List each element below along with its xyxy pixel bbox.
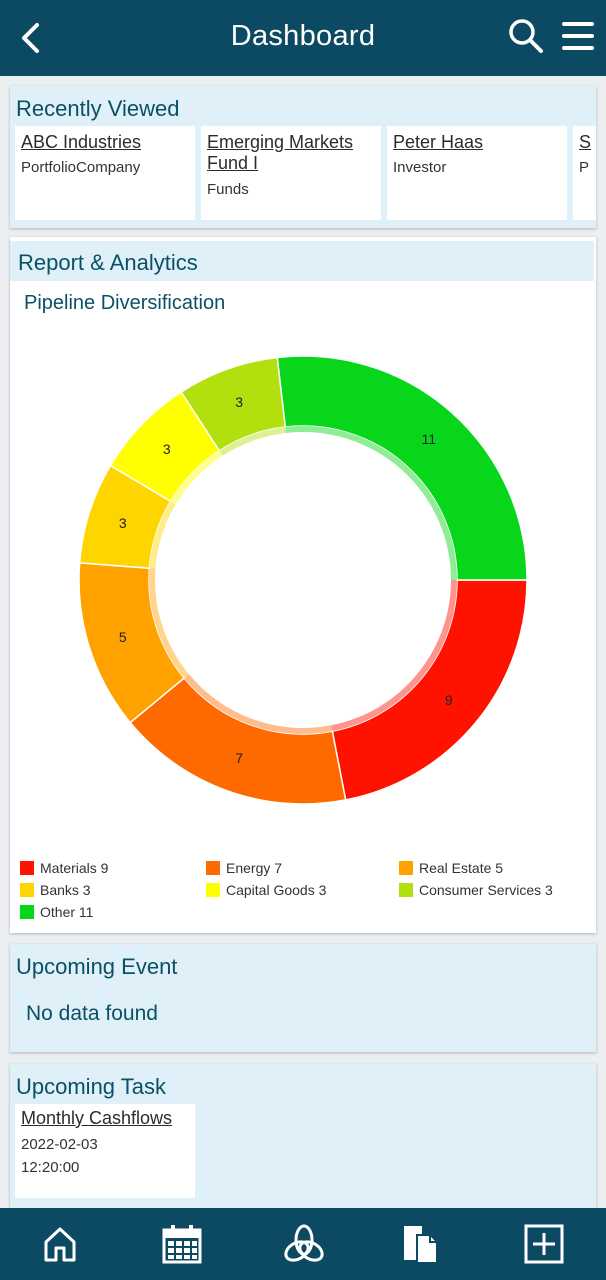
recent-item-name[interactable]: Peter Haas [393, 132, 484, 152]
legend-swatch [206, 883, 220, 897]
upcoming-event-card: Upcoming Event No data found [10, 944, 596, 1052]
donut-slice-rim [149, 568, 189, 678]
legend-label: Energy 7 [226, 860, 283, 876]
report-analytics-card: Report & Analytics Pipeline Diversificat… [10, 237, 596, 933]
add-icon[interactable] [524, 1224, 564, 1269]
donut-slice-rim [184, 674, 333, 734]
slice-value-label: 3 [119, 515, 127, 531]
donut-slice-rim [219, 427, 287, 456]
legend-item[interactable]: Capital Goods 3 [206, 881, 326, 899]
chevron-left-icon[interactable] [18, 22, 44, 59]
empty-state-text: No data found [26, 1002, 158, 1025]
upcoming-task-card: Upcoming Task Monthly Cashflows 2022-02-… [10, 1064, 596, 1214]
legend-label: Banks 3 [40, 882, 91, 898]
donut-slice-rim [170, 450, 223, 505]
recent-item[interactable]: S P [573, 126, 596, 220]
legend-item[interactable]: Other 11 [20, 903, 93, 921]
legend-label: Capital Goods 3 [226, 882, 327, 898]
recent-item[interactable]: Emerging Markets Fund I Funds [201, 126, 381, 220]
hamburger-menu-icon[interactable] [560, 20, 596, 57]
legend-swatch [399, 861, 413, 875]
legend-swatch [206, 861, 220, 875]
task-date: 2022-02-03 [21, 1136, 98, 1153]
documents-icon[interactable] [402, 1224, 438, 1269]
upcoming-event-title: Upcoming Event [16, 954, 178, 979]
legend-swatch [20, 861, 34, 875]
slice-value-label: 5 [119, 629, 127, 645]
donut-slice-rim [331, 580, 457, 732]
report-title: Report & Analytics [18, 250, 198, 275]
slice-value-label: 11 [421, 431, 436, 447]
legend-swatch [20, 883, 34, 897]
donut-slice-materials[interactable] [331, 579, 528, 801]
recent-item-name[interactable]: Emerging Markets Fund I [207, 132, 354, 173]
search-icon[interactable] [508, 18, 544, 59]
task-name[interactable]: Monthly Cashflows [21, 1108, 173, 1128]
slice-value-label: 9 [445, 692, 453, 708]
recent-item-name[interactable]: ABC Industries [21, 132, 142, 152]
network-icon[interactable] [284, 1224, 324, 1269]
legend-item[interactable]: Real Estate 5 [399, 859, 503, 877]
calendar-icon[interactable] [162, 1224, 202, 1269]
legend-swatch [20, 905, 34, 919]
recently-viewed-card: Recently Viewed ABC Industries Portfolio… [10, 86, 596, 228]
donut-slice-energy[interactable] [129, 676, 347, 805]
page-title: Dashboard [230, 20, 376, 52]
task-item[interactable]: Monthly Cashflows 2022-02-03 12:20:00 [15, 1104, 195, 1198]
recent-item-type: Investor [393, 159, 447, 176]
legend-swatch [399, 883, 413, 897]
slice-value-label: 7 [235, 750, 243, 766]
legend-item[interactable]: Consumer Services 3 [399, 881, 553, 899]
task-time: 12:20:00 [21, 1159, 80, 1176]
top-app-bar: Dashboard [0, 0, 606, 76]
donut-slice-other[interactable] [276, 355, 528, 581]
recently-viewed-title: Recently Viewed [16, 96, 180, 121]
legend-label: Other 11 [40, 904, 94, 920]
legend-label: Real Estate 5 [419, 860, 504, 876]
home-icon[interactable] [42, 1224, 78, 1269]
recent-item[interactable]: Peter Haas Investor [387, 126, 567, 220]
recent-item-type: P [579, 159, 590, 176]
slice-value-label: 3 [163, 441, 171, 457]
report-header: Report & Analytics [10, 241, 594, 281]
legend-item[interactable]: Materials 9 [20, 859, 108, 877]
pipeline-donut-chart[interactable]: 9 7 5 3 3 3 11 [10, 237, 596, 837]
recent-item-name[interactable]: S [579, 132, 592, 152]
recent-item[interactable]: ABC Industries PortfolioCompany [15, 126, 195, 220]
recent-item-type: PortfolioCompany [21, 159, 141, 176]
legend-label: Materials 9 [40, 860, 109, 876]
legend-item[interactable]: Banks 3 [20, 881, 91, 899]
donut-slice-rim [149, 501, 176, 569]
chart-title: Pipeline Diversification [24, 292, 226, 314]
legend-label: Consumer Services 3 [419, 882, 553, 898]
upcoming-task-title: Upcoming Task [16, 1074, 166, 1099]
recently-viewed-list[interactable]: ABC Industries PortfolioCompany Emerging… [15, 126, 596, 220]
legend-item[interactable]: Energy 7 [206, 859, 282, 877]
slice-value-label: 3 [235, 394, 243, 410]
bottom-navigation [0, 1208, 606, 1280]
recent-item-type: Funds [207, 181, 249, 198]
